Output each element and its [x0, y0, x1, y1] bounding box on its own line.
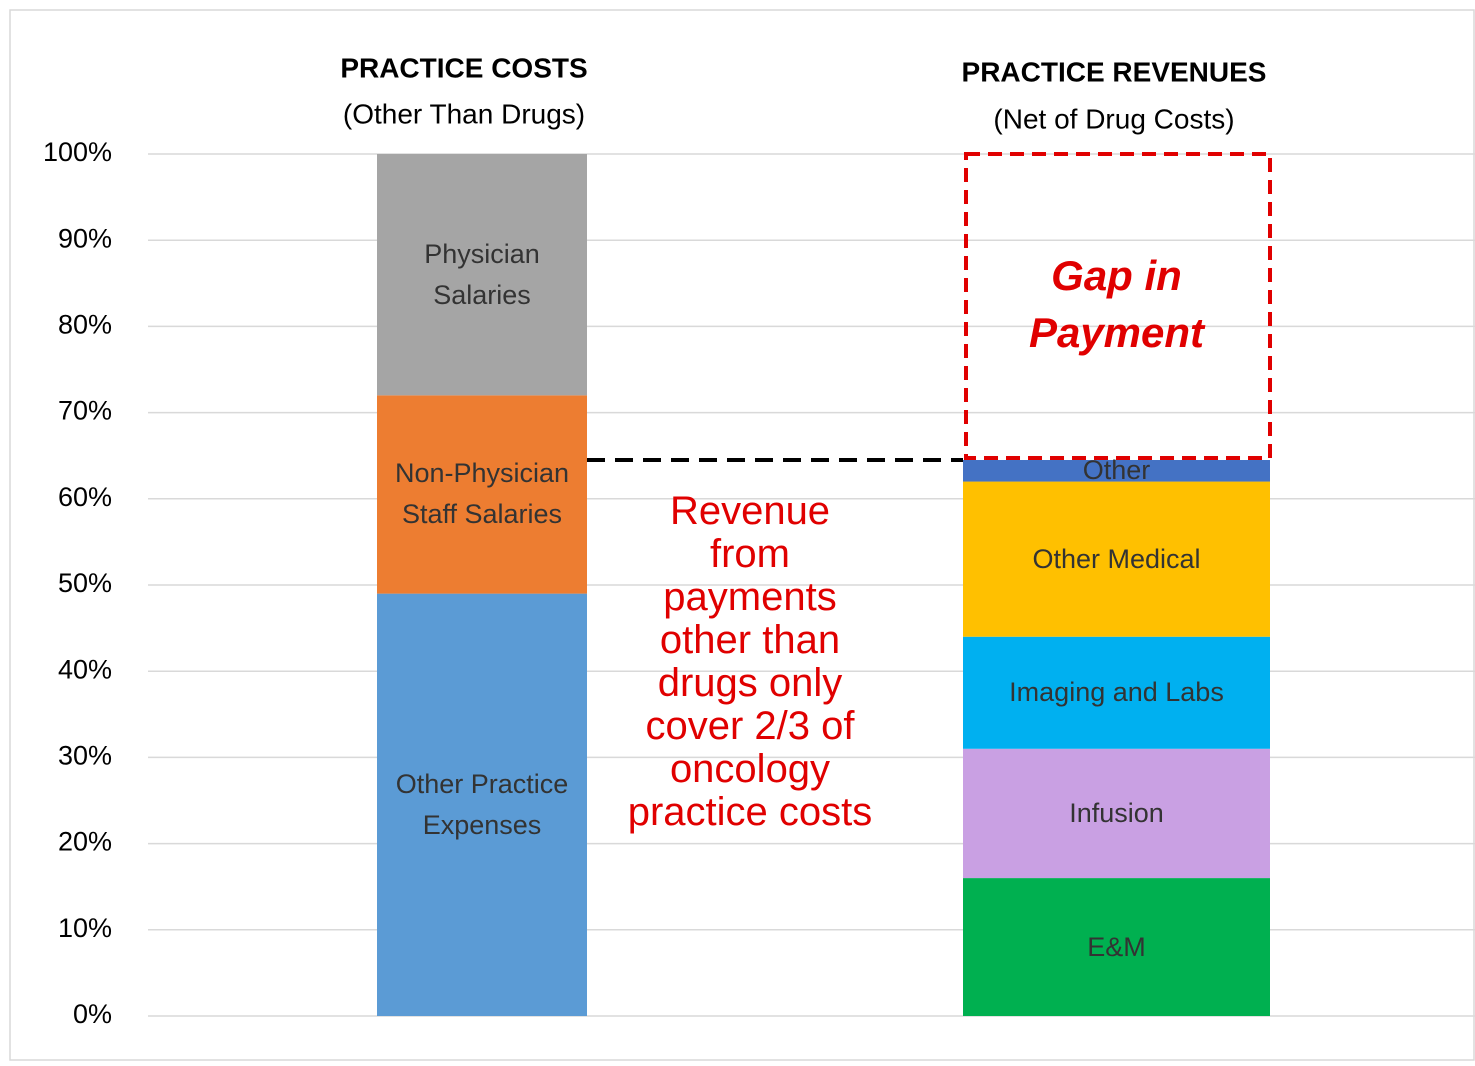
- segment-label-box: Physician Salaries: [424, 238, 540, 310]
- bar-segment: [963, 636, 1270, 749]
- annotation-box: Revenue from payments other than drugs o…: [627, 489, 873, 834]
- bar-segment: [377, 395, 587, 594]
- category-note: (Net of Drug Costs): [993, 103, 1234, 134]
- segment-label-box: Other Practice Expenses: [395, 768, 569, 840]
- y-tick-label: 50%: [58, 568, 112, 598]
- category-note: (Other Than Drugs): [343, 98, 585, 129]
- chart-border: [9, 9, 1475, 1061]
- y-tick-label: 60%: [58, 482, 112, 512]
- bar-segment: [963, 460, 1270, 482]
- y-tick-label: 10%: [58, 913, 112, 943]
- y-tick-label: 20%: [58, 827, 112, 857]
- segment-label: Other Medical: [1032, 543, 1201, 574]
- segment-label: Physician Salaries: [424, 238, 540, 310]
- segment-label: Infusion: [1069, 797, 1164, 828]
- category-label: PRACTICE REVENUES: [962, 56, 1267, 87]
- y-tick-label: 40%: [58, 654, 112, 684]
- bar-segment: [963, 878, 1270, 1016]
- segment-label: Other: [1082, 455, 1151, 486]
- bar-segment: [963, 481, 1270, 637]
- annotation: Revenue from payments other than drugs o…: [627, 489, 873, 834]
- segment-label-box: Imaging and Labs: [1009, 677, 1224, 708]
- segment-label: E&M: [1087, 931, 1146, 962]
- category-label: PRACTICE COSTS: [340, 52, 587, 83]
- y-tick-label: 80%: [58, 310, 112, 340]
- gap-box: [964, 152, 1272, 461]
- segment-label-box: Other Medical: [1032, 543, 1201, 574]
- bar-segment: [377, 154, 587, 396]
- y-tick-label: 30%: [58, 741, 112, 771]
- segment-label: Other Practice Expenses: [395, 768, 569, 840]
- bar-segment: [377, 593, 587, 1016]
- gap-label: Gap in Payment: [1028, 252, 1205, 356]
- segment-label-box: Infusion: [1069, 797, 1164, 828]
- segment-label-box: Non-Physician Staff Salaries: [394, 458, 570, 530]
- y-tick-label: 70%: [58, 396, 112, 426]
- segment-label: Imaging and Labs: [1009, 677, 1224, 708]
- segment-label: Non-Physician Staff Salaries: [394, 458, 570, 530]
- y-tick-label: 90%: [58, 223, 112, 253]
- segment-label-box: E&M: [1087, 931, 1146, 962]
- y-tick-label: 100%: [43, 137, 112, 167]
- gap-label-box: Gap in Payment: [1028, 252, 1205, 356]
- y-tick-label: 0%: [73, 999, 112, 1029]
- segment-label-box: Other: [1082, 455, 1151, 486]
- bar-segment: [963, 748, 1270, 879]
